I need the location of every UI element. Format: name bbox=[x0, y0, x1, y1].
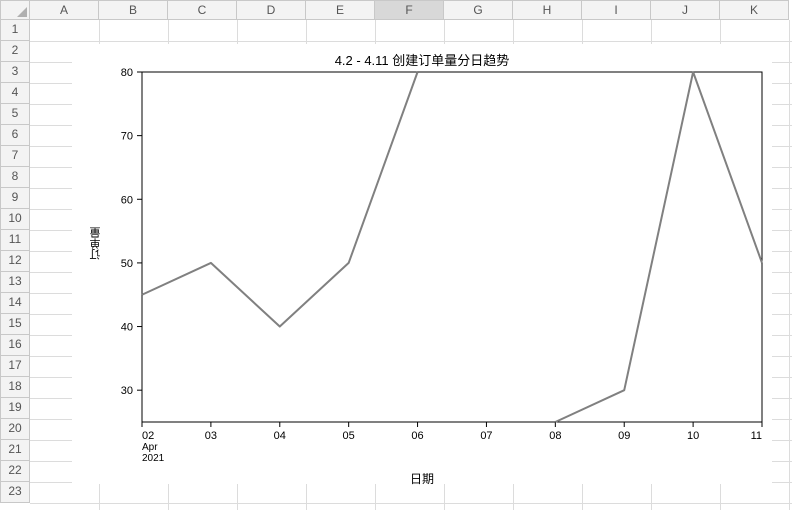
row-header-2[interactable]: 2 bbox=[0, 41, 30, 62]
row-header-7[interactable]: 7 bbox=[0, 146, 30, 167]
svg-text:03: 03 bbox=[205, 430, 217, 442]
svg-text:Apr: Apr bbox=[142, 442, 158, 453]
column-header-h[interactable]: H bbox=[513, 0, 582, 20]
row-header-5[interactable]: 5 bbox=[0, 104, 30, 125]
column-headers: ABCDEFGHIJK bbox=[0, 0, 792, 20]
row-header-13[interactable]: 13 bbox=[0, 272, 30, 293]
svg-text:09: 09 bbox=[618, 430, 630, 442]
row-header-20[interactable]: 20 bbox=[0, 419, 30, 440]
svg-text:06: 06 bbox=[411, 430, 423, 442]
svg-text:07: 07 bbox=[480, 430, 492, 442]
chart-y-axis-title: 订单量 bbox=[88, 227, 104, 260]
row-header-12[interactable]: 12 bbox=[0, 251, 30, 272]
grid-hline bbox=[30, 503, 792, 504]
row-header-16[interactable]: 16 bbox=[0, 335, 30, 356]
column-header-k[interactable]: K bbox=[720, 0, 789, 20]
row-header-18[interactable]: 18 bbox=[0, 377, 30, 398]
row-header-17[interactable]: 17 bbox=[0, 356, 30, 377]
svg-text:08: 08 bbox=[549, 430, 561, 442]
column-header-e[interactable]: E bbox=[306, 0, 375, 20]
column-header-d[interactable]: D bbox=[237, 0, 306, 20]
row-header-23[interactable]: 23 bbox=[0, 482, 30, 503]
row-header-19[interactable]: 19 bbox=[0, 398, 30, 419]
svg-text:40: 40 bbox=[121, 322, 133, 334]
row-header-6[interactable]: 6 bbox=[0, 125, 30, 146]
svg-text:02: 02 bbox=[142, 430, 154, 442]
chart-x-axis-title: 日期 bbox=[72, 470, 772, 487]
svg-text:04: 04 bbox=[274, 430, 286, 442]
svg-text:11: 11 bbox=[751, 430, 762, 442]
row-header-14[interactable]: 14 bbox=[0, 293, 30, 314]
grid-vline bbox=[789, 20, 790, 510]
select-all-corner[interactable] bbox=[0, 0, 30, 20]
row-header-21[interactable]: 21 bbox=[0, 440, 30, 461]
spreadsheet-viewport: ABCDEFGHIJK 1234567891011121314151617181… bbox=[0, 0, 792, 510]
embedded-chart[interactable]: 4.2 - 4.11 创建订单量分日趋势 3040506070800203040… bbox=[72, 44, 772, 484]
column-header-a[interactable]: A bbox=[30, 0, 99, 20]
grid-hline bbox=[30, 41, 792, 42]
column-header-j[interactable]: J bbox=[651, 0, 720, 20]
column-header-i[interactable]: I bbox=[582, 0, 651, 20]
chart-title: 4.2 - 4.11 创建订单量分日趋势 bbox=[72, 50, 772, 69]
select-all-icon bbox=[17, 7, 27, 17]
row-header-10[interactable]: 10 bbox=[0, 209, 30, 230]
svg-text:70: 70 bbox=[121, 131, 133, 143]
row-header-3[interactable]: 3 bbox=[0, 62, 30, 83]
row-header-15[interactable]: 15 bbox=[0, 314, 30, 335]
column-header-f[interactable]: F bbox=[375, 0, 444, 20]
svg-text:2021: 2021 bbox=[142, 453, 165, 464]
row-header-4[interactable]: 4 bbox=[0, 83, 30, 104]
svg-text:30: 30 bbox=[121, 385, 133, 397]
svg-text:50: 50 bbox=[121, 258, 133, 270]
row-header-22[interactable]: 22 bbox=[0, 461, 30, 482]
column-header-c[interactable]: C bbox=[168, 0, 237, 20]
svg-text:60: 60 bbox=[121, 194, 133, 206]
column-header-b[interactable]: B bbox=[99, 0, 168, 20]
svg-text:05: 05 bbox=[343, 430, 355, 442]
row-header-9[interactable]: 9 bbox=[0, 188, 30, 209]
chart-svg: 30405060708002030405060708091011Apr2021 bbox=[72, 44, 772, 484]
column-header-g[interactable]: G bbox=[444, 0, 513, 20]
row-headers: 1234567891011121314151617181920212223 bbox=[0, 20, 30, 503]
row-header-11[interactable]: 11 bbox=[0, 230, 30, 251]
svg-text:10: 10 bbox=[687, 430, 699, 442]
row-header-1[interactable]: 1 bbox=[0, 20, 30, 41]
row-header-8[interactable]: 8 bbox=[0, 167, 30, 188]
